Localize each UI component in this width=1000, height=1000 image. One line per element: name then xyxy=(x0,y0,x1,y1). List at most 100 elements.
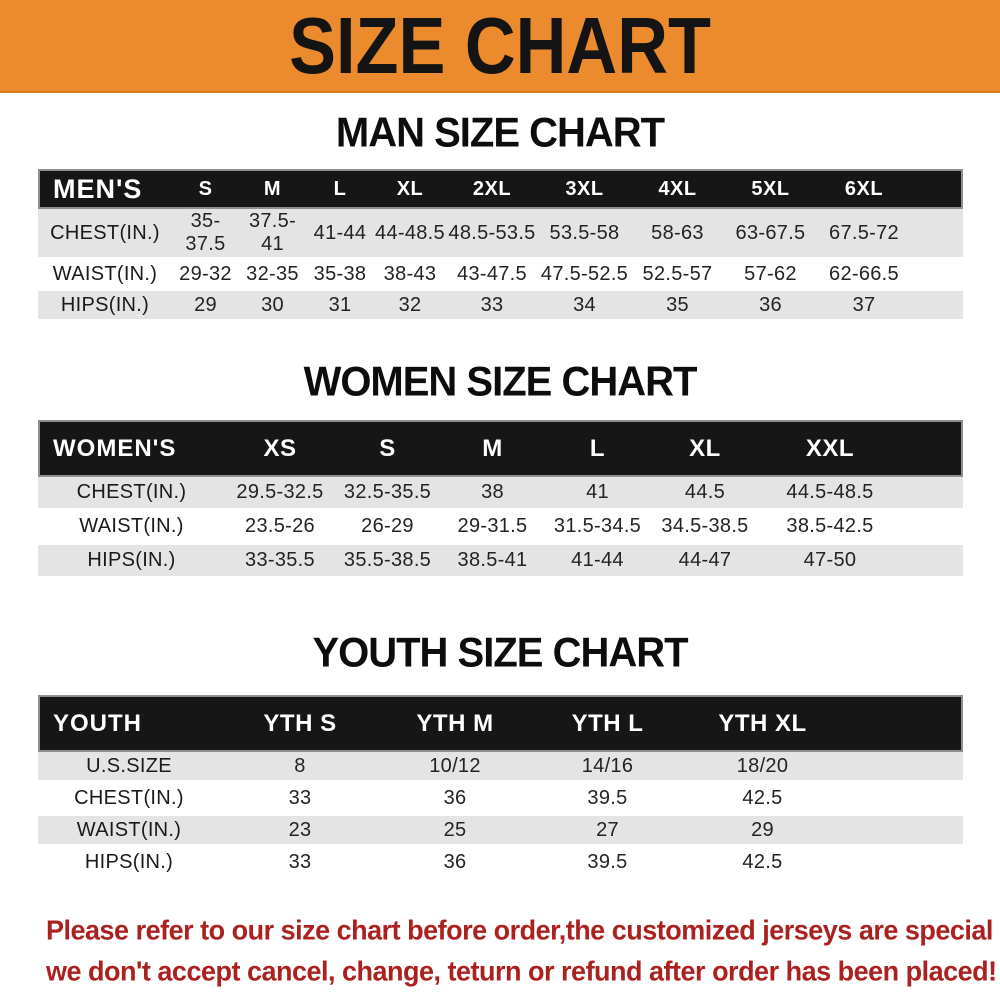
size-value: 42.5 xyxy=(685,784,840,816)
men-size-table: MEN'S S M L XL 2XL 3XL 4XL 5XL 6XL CHEST(IN.) 35-37… xyxy=(38,169,963,322)
size-value: 8 xyxy=(220,752,380,784)
size-value: 62-66.5 xyxy=(817,260,911,291)
size-value: 35-38 xyxy=(306,260,374,291)
banner-title: SIZE CHART xyxy=(289,0,711,91)
size-value: 43-47.5 xyxy=(446,260,538,291)
table-row: CHEST(IN.) 29.5-32.5 32.5-35.5 38 41 44.5 44.5… xyxy=(38,477,963,511)
column-header: XXL xyxy=(760,420,900,477)
size-value: 36 xyxy=(724,291,817,322)
size-value: 14/16 xyxy=(530,752,685,784)
size-value: 35 xyxy=(631,291,724,322)
size-value: 29 xyxy=(172,291,239,322)
table-header-label: MEN'S xyxy=(38,169,172,209)
size-value: 27 xyxy=(530,816,685,848)
women-size-table: WOMEN'S XS S M L XL XXL CHEST(IN.) 29.5-32.5 32.5… xyxy=(38,420,963,579)
filler-cell xyxy=(840,752,963,784)
size-value: 35.5-38.5 xyxy=(335,545,440,579)
man-size-chart-title: MAN SIZE CHART xyxy=(335,109,665,157)
table-row: HIPS(IN.) 29 30 31 32 33 34 35 36 37 xyxy=(38,291,963,322)
size-value: 33 xyxy=(446,291,538,322)
size-value: 44-48.5 xyxy=(374,209,446,260)
size-value: 23.5-26 xyxy=(225,511,335,545)
size-value: 58-63 xyxy=(631,209,724,260)
size-value: 33 xyxy=(220,784,380,816)
size-value: 53.5-58 xyxy=(538,209,631,260)
size-value: 36 xyxy=(380,848,530,880)
filler-cell xyxy=(911,169,963,209)
size-value: 52.5-57 xyxy=(631,260,724,291)
size-value: 29.5-32.5 xyxy=(225,477,335,511)
table-row: HIPS(IN.) 33 36 39.5 42.5 xyxy=(38,848,963,880)
table-row: WAIST(IN.) 23.5-26 26-29 29-31.5 31.5-34.5 34… xyxy=(38,511,963,545)
row-label: WAIST(IN.) xyxy=(38,260,172,291)
table-row: CHEST(IN.) 33 36 39.5 42.5 xyxy=(38,784,963,816)
size-value: 41-44 xyxy=(306,209,374,260)
column-header: XS xyxy=(225,420,335,477)
row-label: CHEST(IN.) xyxy=(38,477,225,511)
size-value: 31 xyxy=(306,291,374,322)
youth-section: YOUTH SIZE CHART YOUTH YTH S YTH M YTH L YTH… xyxy=(0,629,1000,880)
youth-size-table: YOUTH YTH S YTH M YTH L YTH XL U.S.SIZE 8 10/12… xyxy=(38,695,963,880)
size-header-row: WOMEN'S XS S M L XL XXL xyxy=(38,420,963,477)
column-header: 6XL xyxy=(817,169,911,209)
column-header: YTH L xyxy=(530,695,685,752)
size-value: 38.5-41 xyxy=(440,545,545,579)
filler-cell xyxy=(900,511,963,545)
women-size-chart-title: WOMEN SIZE CHART xyxy=(303,358,698,406)
table-header-label: YOUTH xyxy=(38,695,220,752)
table-row: CHEST(IN.) 35-37.5 37.5-41 41-44 44-48.5 48.5… xyxy=(38,209,963,260)
size-value: 34.5-38.5 xyxy=(650,511,760,545)
banner: SIZE CHART xyxy=(0,0,1000,93)
size-value: 39.5 xyxy=(530,784,685,816)
youth-size-chart-title: YOUTH SIZE CHART xyxy=(312,629,688,677)
column-header: 2XL xyxy=(446,169,538,209)
column-header: S xyxy=(335,420,440,477)
filler-cell xyxy=(911,260,963,291)
row-label: CHEST(IN.) xyxy=(38,784,220,816)
size-value: 57-62 xyxy=(724,260,817,291)
column-header: 4XL xyxy=(631,169,724,209)
size-value: 26-29 xyxy=(335,511,440,545)
size-value: 33-35.5 xyxy=(225,545,335,579)
column-header: M xyxy=(239,169,306,209)
column-header: YTH XL xyxy=(685,695,840,752)
row-label: HIPS(IN.) xyxy=(38,545,225,579)
filler-cell xyxy=(900,420,963,477)
size-value: 41-44 xyxy=(545,545,650,579)
row-label: WAIST(IN.) xyxy=(38,511,225,545)
column-header: M xyxy=(440,420,545,477)
table-row: U.S.SIZE 8 10/12 14/16 18/20 xyxy=(38,752,963,784)
size-value: 42.5 xyxy=(685,848,840,880)
size-value: 44.5-48.5 xyxy=(760,477,900,511)
size-value: 34 xyxy=(538,291,631,322)
size-value: 29-31.5 xyxy=(440,511,545,545)
size-value: 31.5-34.5 xyxy=(545,511,650,545)
filler-cell xyxy=(840,816,963,848)
filler-cell xyxy=(911,291,963,322)
filler-cell xyxy=(840,784,963,816)
filler-cell xyxy=(840,695,963,752)
row-label: CHEST(IN.) xyxy=(38,209,172,260)
filler-cell xyxy=(900,477,963,511)
column-header: 5XL xyxy=(724,169,817,209)
size-value: 39.5 xyxy=(530,848,685,880)
size-value: 10/12 xyxy=(380,752,530,784)
size-value: 41 xyxy=(545,477,650,511)
size-value: 35-37.5 xyxy=(172,209,239,260)
size-value: 33 xyxy=(220,848,380,880)
size-value: 37.5-41 xyxy=(239,209,306,260)
size-value: 29 xyxy=(685,816,840,848)
size-value: 63-67.5 xyxy=(724,209,817,260)
women-section: WOMEN SIZE CHART WOMEN'S XS S M L XL XXL CHEST(… xyxy=(0,358,1000,579)
column-header: YTH S xyxy=(220,695,380,752)
disclaimer: Please refer to our size chart before or… xyxy=(46,910,1000,992)
row-label: U.S.SIZE xyxy=(38,752,220,784)
size-value: 47.5-52.5 xyxy=(538,260,631,291)
size-value: 48.5-53.5 xyxy=(446,209,538,260)
column-header: 3XL xyxy=(538,169,631,209)
column-header: S xyxy=(172,169,239,209)
column-header: XL xyxy=(650,420,760,477)
size-value: 44-47 xyxy=(650,545,760,579)
size-value: 23 xyxy=(220,816,380,848)
size-value: 67.5-72 xyxy=(817,209,911,260)
